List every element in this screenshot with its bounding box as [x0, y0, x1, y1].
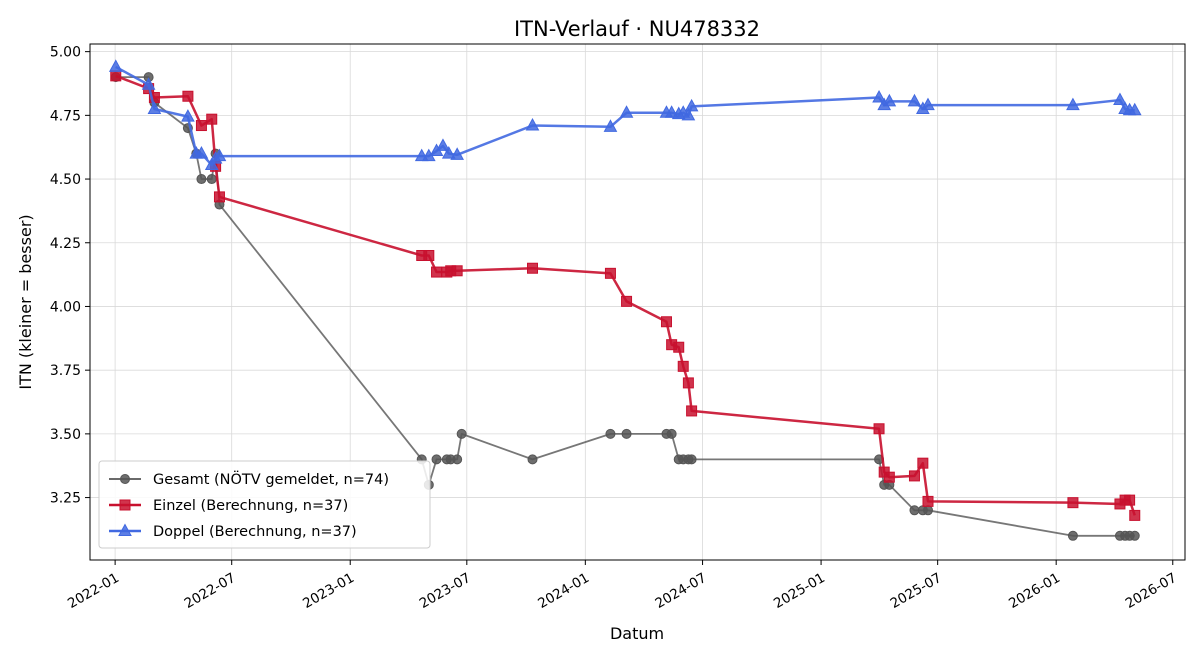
series-3-point	[436, 138, 450, 151]
series-1-point	[1129, 530, 1140, 541]
series-2-line	[115, 74, 1136, 516]
series-2-point	[1067, 497, 1079, 509]
series-1-point	[621, 428, 632, 439]
series-3-point	[882, 93, 897, 107]
series-2-point	[451, 265, 463, 277]
series-2-point	[1129, 509, 1141, 521]
series-2-point	[621, 295, 633, 307]
series-3-point	[1127, 102, 1142, 116]
chart-title: ITN-Verlauf · NU478332	[514, 17, 760, 41]
series-2-point	[673, 341, 685, 353]
x-axis-label: Datum	[610, 624, 664, 643]
series-3-point	[450, 147, 464, 160]
series-1-point	[431, 454, 442, 465]
series-3-point	[603, 119, 618, 132]
y-tick-label: 3.50	[50, 427, 81, 443]
series-3-point	[181, 109, 195, 122]
series-3-point	[1066, 97, 1080, 111]
y-tick-label: 4.25	[50, 236, 81, 252]
series-2-point	[431, 266, 443, 278]
series-1-point	[666, 428, 677, 439]
series-1-point	[452, 454, 463, 465]
series-2-point	[873, 423, 885, 435]
series-3-point	[194, 146, 209, 159]
legend-swatch-marker	[119, 499, 131, 511]
series-3-point	[212, 148, 227, 162]
legend-swatch-marker	[120, 474, 130, 484]
series-1-point	[1067, 530, 1078, 541]
series-3-point	[921, 97, 935, 111]
series-2-point	[604, 267, 616, 279]
series-2-point	[682, 377, 694, 389]
series-1-point	[196, 174, 207, 185]
series-2-point	[917, 457, 929, 469]
y-axis-label: ITN (kleiner = besser)	[16, 214, 35, 389]
legend-label: Einzel (Berechnung, n=37)	[153, 498, 348, 514]
series-2-point	[182, 90, 194, 102]
series-1-point	[456, 428, 467, 439]
plot-frame	[89, 43, 1186, 561]
series-1-point	[527, 454, 538, 465]
series-1-point	[922, 505, 933, 516]
series-3-point	[147, 101, 162, 114]
series-2-point	[1124, 494, 1136, 506]
series-1-point	[605, 428, 616, 439]
series-3-point	[684, 98, 699, 112]
y-tick-label: 4.00	[50, 299, 81, 315]
series-2-point	[527, 262, 539, 274]
legend: Gesamt (NÖTV gemeldet, n=74) Einzel (Bere…	[98, 460, 431, 549]
series-3-point	[108, 59, 123, 72]
series-3	[108, 59, 1142, 171]
y-tick-label: 5.00	[50, 45, 81, 61]
series-3-point	[441, 146, 456, 159]
series-2-point	[883, 471, 895, 483]
series-2-point	[922, 495, 934, 507]
series-3-point	[141, 77, 156, 90]
y-tick-label: 4.50	[50, 172, 81, 188]
legend-label: Gesamt (NÖTV gemeldet, n=74)	[153, 470, 389, 488]
y-tick-label: 3.25	[50, 491, 81, 507]
legend-label: Doppel (Berechnung, n=37)	[153, 524, 357, 540]
legend-swatch-marker	[118, 523, 132, 536]
series-3-point	[1113, 92, 1127, 106]
series-1-point	[206, 174, 217, 185]
series-1	[110, 72, 1140, 541]
series-2-point	[213, 191, 225, 203]
series-2-point	[195, 120, 207, 132]
series-3-point	[681, 107, 696, 121]
series-2	[110, 70, 1141, 521]
series-2-point	[677, 360, 689, 372]
series-2-point	[110, 70, 122, 82]
y-tick-label: 4.75	[50, 108, 81, 124]
series-3-point	[525, 117, 540, 131]
series-3-point	[204, 157, 219, 171]
series-2-point	[206, 113, 218, 125]
series-3-point	[872, 89, 886, 103]
series-2-point	[423, 249, 435, 261]
series-2-point	[660, 316, 672, 328]
series-1-point	[909, 505, 920, 516]
series-3-point	[619, 105, 634, 118]
y-tick-label: 3.75	[50, 363, 81, 379]
legend-box	[98, 460, 431, 549]
series-3-point	[907, 93, 922, 107]
series-2-point	[686, 405, 698, 417]
series-1-point	[686, 454, 697, 465]
series-2-point	[908, 470, 920, 482]
series-layer	[108, 59, 1142, 541]
